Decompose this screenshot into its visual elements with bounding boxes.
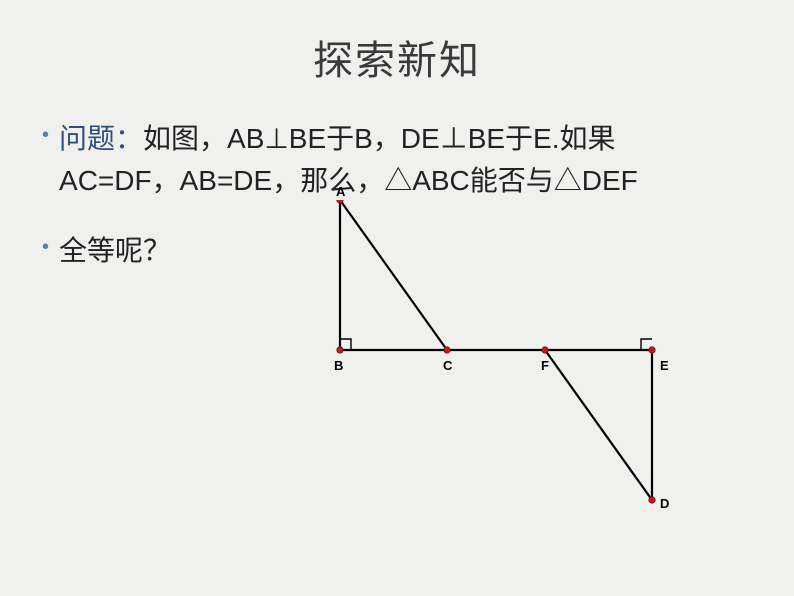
point-label-b: B: [334, 358, 343, 373]
bullet-2-text: 全等呢？: [59, 230, 171, 272]
bullet-1-marker: •: [42, 124, 49, 147]
geometry-diagram: ABCFED: [290, 200, 710, 560]
bullet-1: • 问题：如图，AB⊥BE于B，DE⊥BE于E.如果 AC=DF，AB=DE，那…: [42, 118, 742, 202]
question-label: 问题：: [59, 123, 143, 154]
bullet-1-text: 问题：如图，AB⊥BE于B，DE⊥BE于E.如果 AC=DF，AB=DE，那么，…: [59, 118, 742, 202]
slide-title: 探索新知: [0, 28, 794, 86]
point-label-d: D: [660, 496, 669, 511]
question-text: 如图，AB⊥BE于B，DE⊥BE于E.如果 AC=DF，AB=DE，那么，△AB…: [59, 123, 638, 196]
point-label-a: A: [336, 184, 345, 199]
diagram-svg: [290, 200, 710, 560]
point-label-c: C: [443, 358, 452, 373]
bullet-2-marker: •: [42, 236, 49, 259]
point-label-e: E: [660, 358, 669, 373]
point-label-f: F: [541, 358, 549, 373]
